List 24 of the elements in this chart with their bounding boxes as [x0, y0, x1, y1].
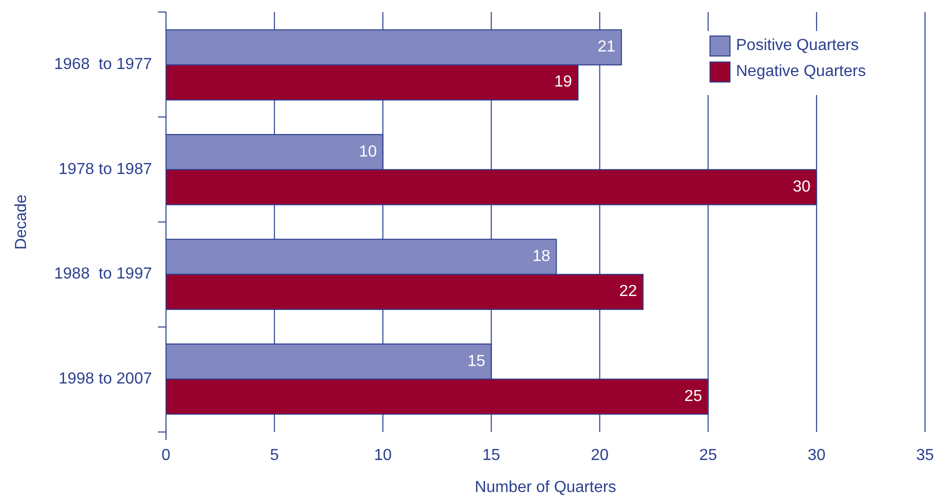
data-label: 21 [598, 38, 616, 56]
x-tick-label: 15 [482, 447, 500, 464]
y-axis-title: Decade [13, 194, 30, 250]
x-tick-label: 5 [270, 447, 279, 464]
legend-label: Negative Quarters [736, 63, 866, 80]
data-label: 22 [619, 283, 638, 300]
x-tick-label: 30 [808, 447, 826, 464]
x-tick-label: 20 [590, 447, 609, 464]
data-label: 30 [792, 178, 811, 196]
data-label: 18 [532, 248, 550, 266]
data-label: 10 [359, 143, 377, 160]
x-tick-label: 35 [916, 447, 934, 464]
y-tick-label: 1978 to 1987 [58, 160, 152, 178]
y-tick-label: 1998 to 2007 [58, 370, 152, 388]
data-label: 15 [467, 352, 486, 370]
data-label: 19 [554, 74, 572, 91]
x-tick-label: 0 [162, 447, 171, 464]
x-tick-label: 10 [374, 447, 392, 464]
x-tick-label: 25 [699, 447, 718, 464]
legend-label: Positive Quarters [736, 37, 859, 54]
data-label: 25 [684, 388, 702, 405]
y-tick-label: 1988 to 1997 [54, 266, 152, 283]
y-tick-label: 1968 to 1977 [54, 56, 152, 74]
x-axis-title: Number of Quarters [474, 479, 616, 496]
